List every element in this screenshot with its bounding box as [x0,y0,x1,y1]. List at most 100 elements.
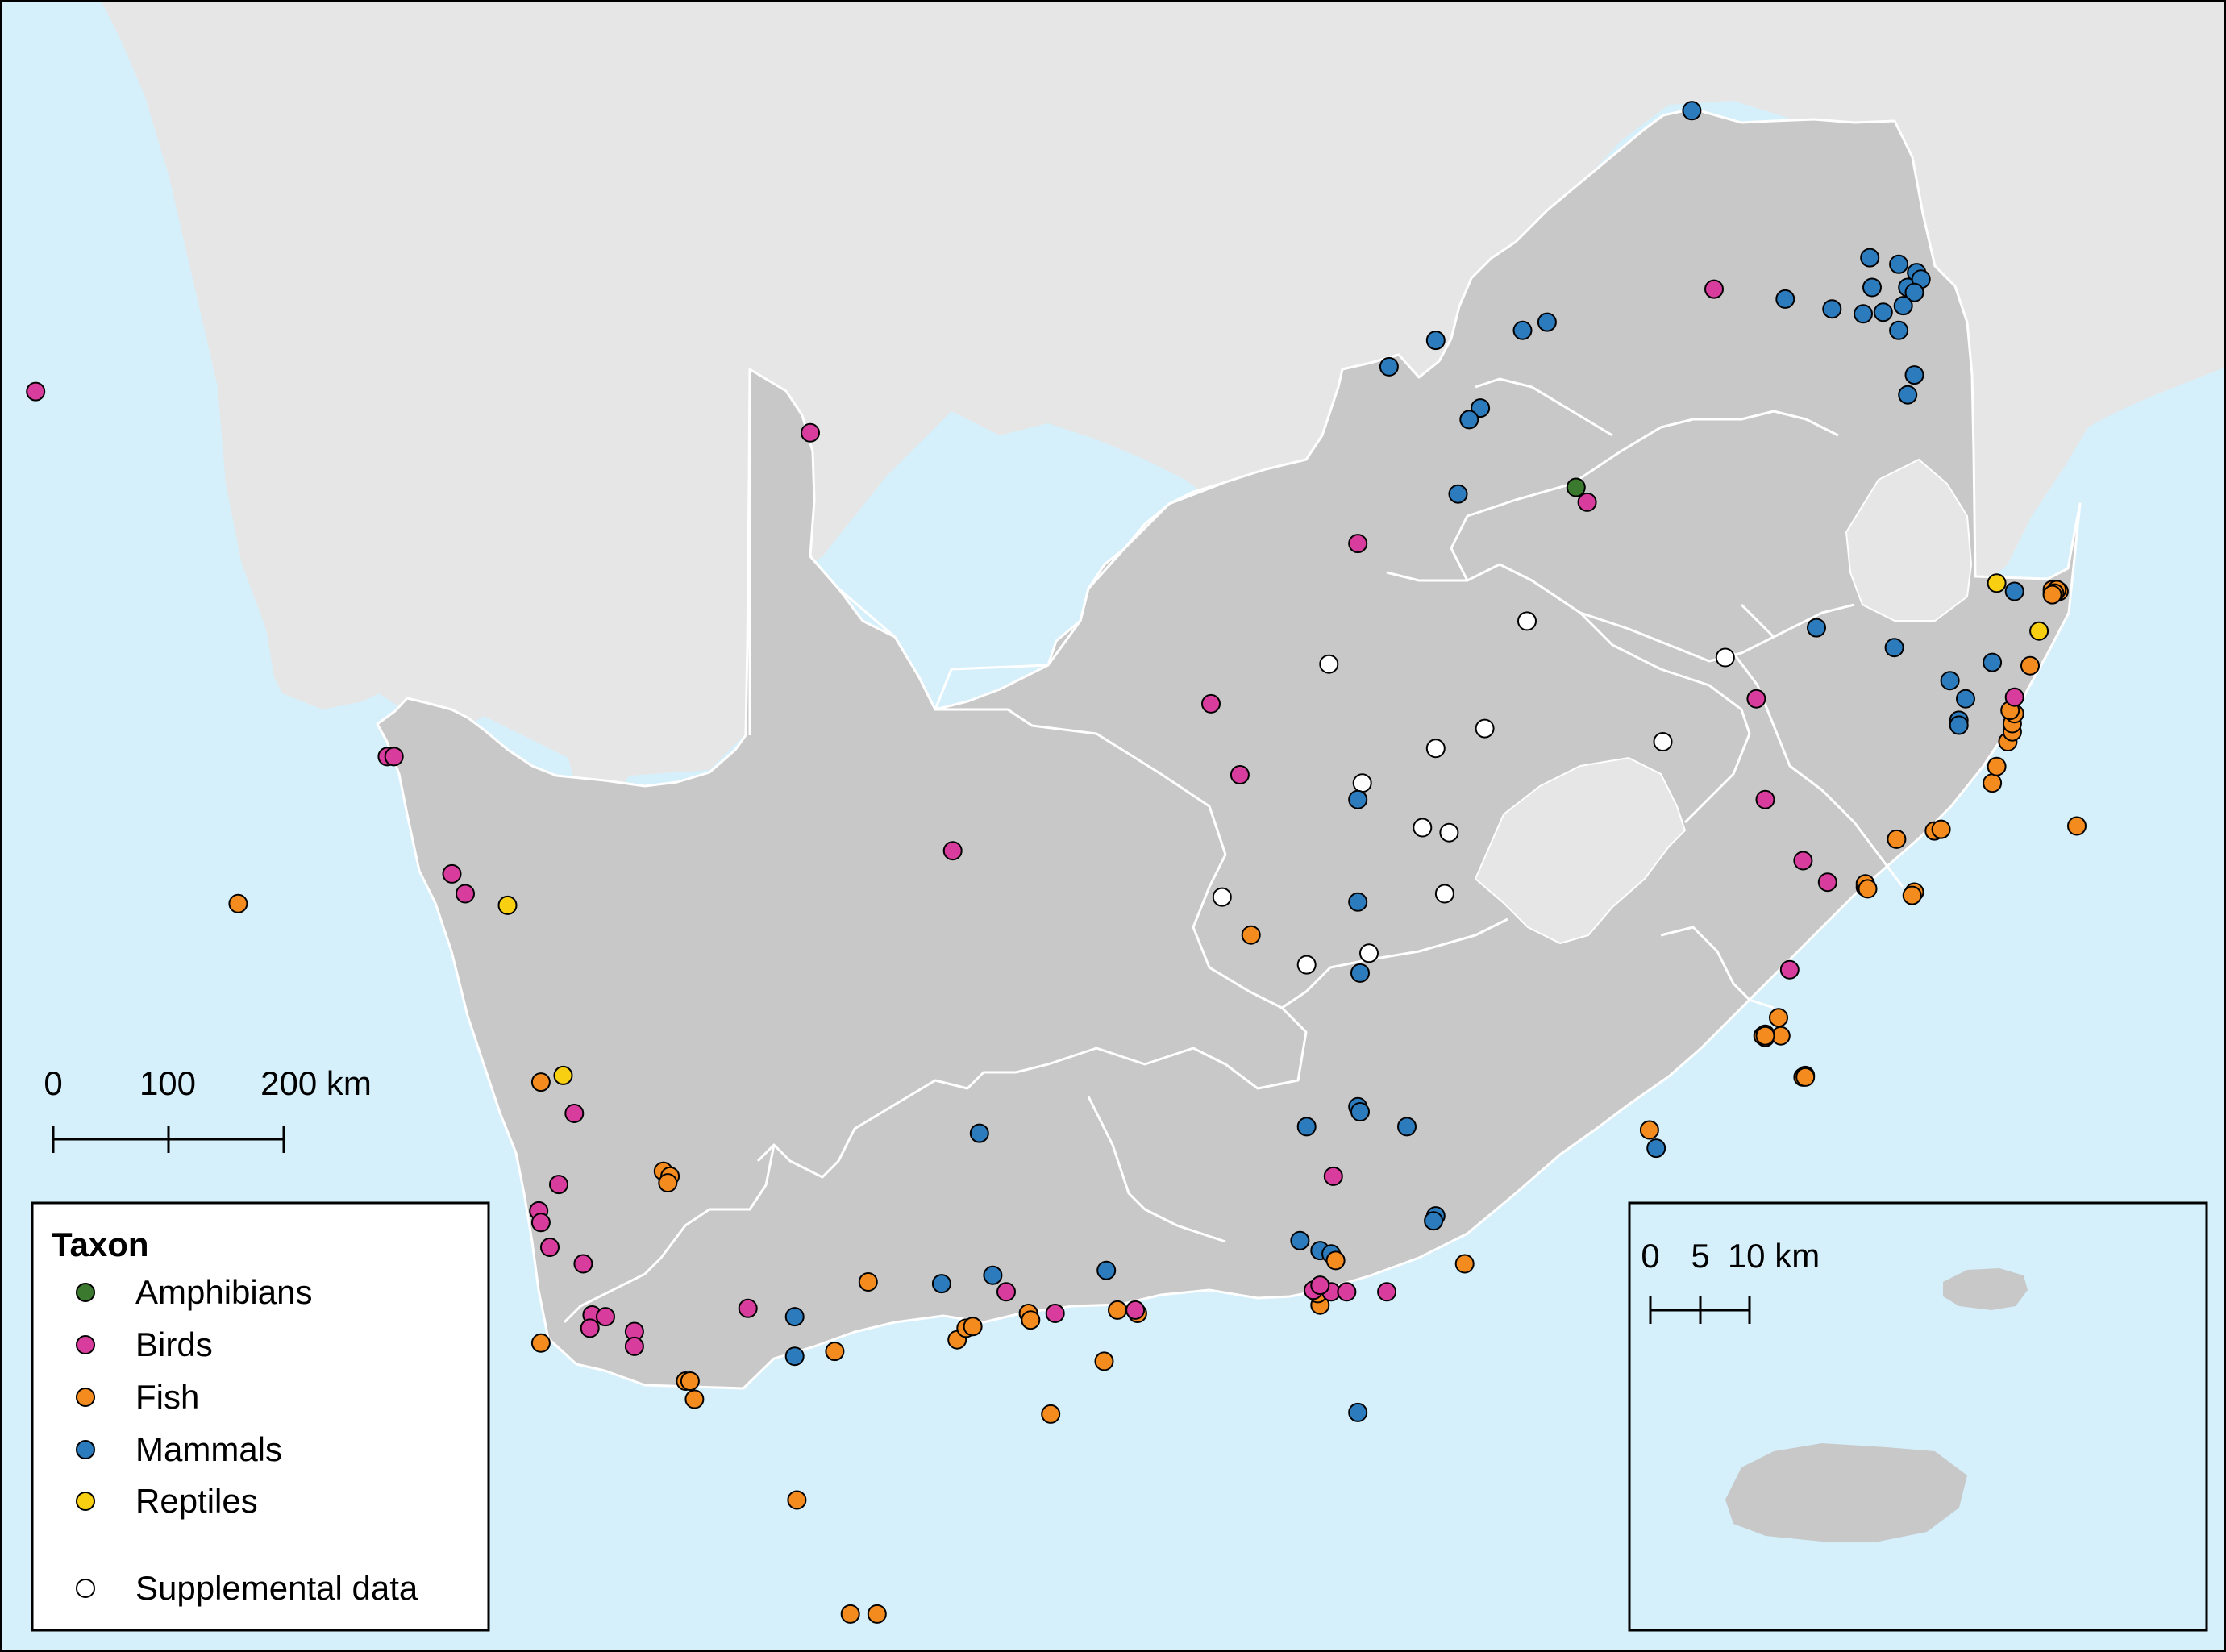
fish-point [2020,655,2040,676]
mammals-point [1940,671,1960,691]
mammals-point [1893,296,1913,316]
reptiles-point [553,1065,573,1085]
mammals-point [1884,638,1904,658]
mammals-point [1682,101,1702,121]
fish-point [1931,819,1951,839]
fish-point [2067,816,2087,836]
birds-point [540,1238,560,1257]
mammals-point [1889,254,1909,274]
fish-point [1241,925,1261,945]
mammals-point [1854,304,1873,324]
birds-point [442,863,462,884]
fish-point [1887,829,1907,849]
reptiles-point [2029,621,2049,641]
birds-point [1755,789,1775,809]
mammals-point [1459,410,1479,430]
fish-point [1041,1404,1061,1424]
birds-point [1323,1166,1343,1186]
fish-point [963,1317,983,1337]
scale-bar-main: 0 100 200 km [44,1064,372,1153]
legend-item-supplemental: Supplemental data [76,1569,418,1607]
supplemental-point [1296,955,1317,975]
fish-point [658,1173,678,1193]
birds-point [1045,1304,1065,1323]
supplemental-point [1439,822,1459,843]
supplemental-point [1413,818,1433,838]
reptiles-point [497,895,518,915]
mammals-point [1822,299,1842,319]
birds-point [2004,687,2024,707]
legend-item-mammals: Mammals [76,1430,282,1468]
fish-point [1325,1250,1346,1271]
birds-point [738,1298,758,1318]
birds-point [1310,1275,1330,1296]
birds-point [573,1254,593,1274]
inset-island-north [1943,1268,2028,1310]
birds-point [530,1213,551,1233]
birds-point [1348,534,1368,554]
fish-point [1769,1008,1788,1028]
birds-point [624,1336,644,1356]
mammals-point [784,1307,805,1327]
lesotho [1474,756,1687,945]
mammals-point [1646,1138,1666,1159]
scale-tick-200: 200 km [260,1064,372,1102]
province-borders [563,369,1904,1324]
mammals-point [1775,289,1795,309]
fish-point [1108,1300,1127,1320]
legend-label-reptiles: Reptiles [135,1482,258,1520]
fish-point [1021,1310,1041,1330]
mammals-point [1862,277,1882,298]
supplemental-point [1425,739,1446,759]
fish-point [825,1342,845,1362]
mammals-point [1537,312,1557,332]
fish-point [228,893,248,913]
birds-point [1230,765,1250,784]
birds-point [1817,872,1837,893]
legend-label-amphibians: Amphibians [135,1273,312,1311]
birds-point [942,841,963,861]
supplemental-point [1359,943,1379,963]
birds-point [1746,689,1766,709]
amphibians-point [1566,477,1586,497]
inset-scale-tick-5: 5 [1691,1237,1709,1275]
mammals-point [1350,1102,1370,1121]
fish-point [1902,885,1922,905]
legend-title: Taxon [52,1225,149,1263]
birds-point [564,1104,585,1123]
mammals-point [1425,331,1446,351]
supplemental-point [1212,887,1232,907]
mammals-point [1348,789,1368,809]
legend: Taxon Amphibians Birds Fish Mammals Rept… [31,1201,490,1632]
fish-point [1639,1120,1659,1140]
legend-label-birds: Birds [135,1325,213,1363]
reptiles-point [1987,573,2007,593]
eswatini [1845,458,1973,622]
supplemental-point [1653,732,1673,751]
mammals-point [1956,689,1975,709]
fish-point [1094,1351,1114,1371]
fish-point [530,1072,551,1092]
supplemental-point [1715,647,1735,668]
legend-label-supplemental: Supplemental data [135,1569,418,1607]
scale-tick-100: 100 [139,1064,196,1102]
birds-point [1377,1282,1397,1302]
scale-tick-0: 0 [44,1064,62,1102]
fish-point [680,1371,700,1391]
fish-point [1795,1067,1816,1087]
legend-item-reptiles: Reptiles [76,1482,258,1520]
birds-point [549,1175,568,1195]
legend-item-fish: Fish [76,1378,199,1416]
mammals-point [969,1123,989,1143]
mammals-point [1807,618,1826,638]
legend-item-birds: Birds [76,1325,213,1363]
birds-point [596,1307,615,1327]
supplemental-point [1434,884,1454,904]
birds-point [1125,1300,1146,1320]
neighbor-countries [101,0,2226,843]
scale-bar-inset: 0 5 10 km [1641,1237,1820,1324]
birds-point [384,747,404,767]
fish-point [1983,773,2003,793]
fish-point [1454,1254,1475,1274]
